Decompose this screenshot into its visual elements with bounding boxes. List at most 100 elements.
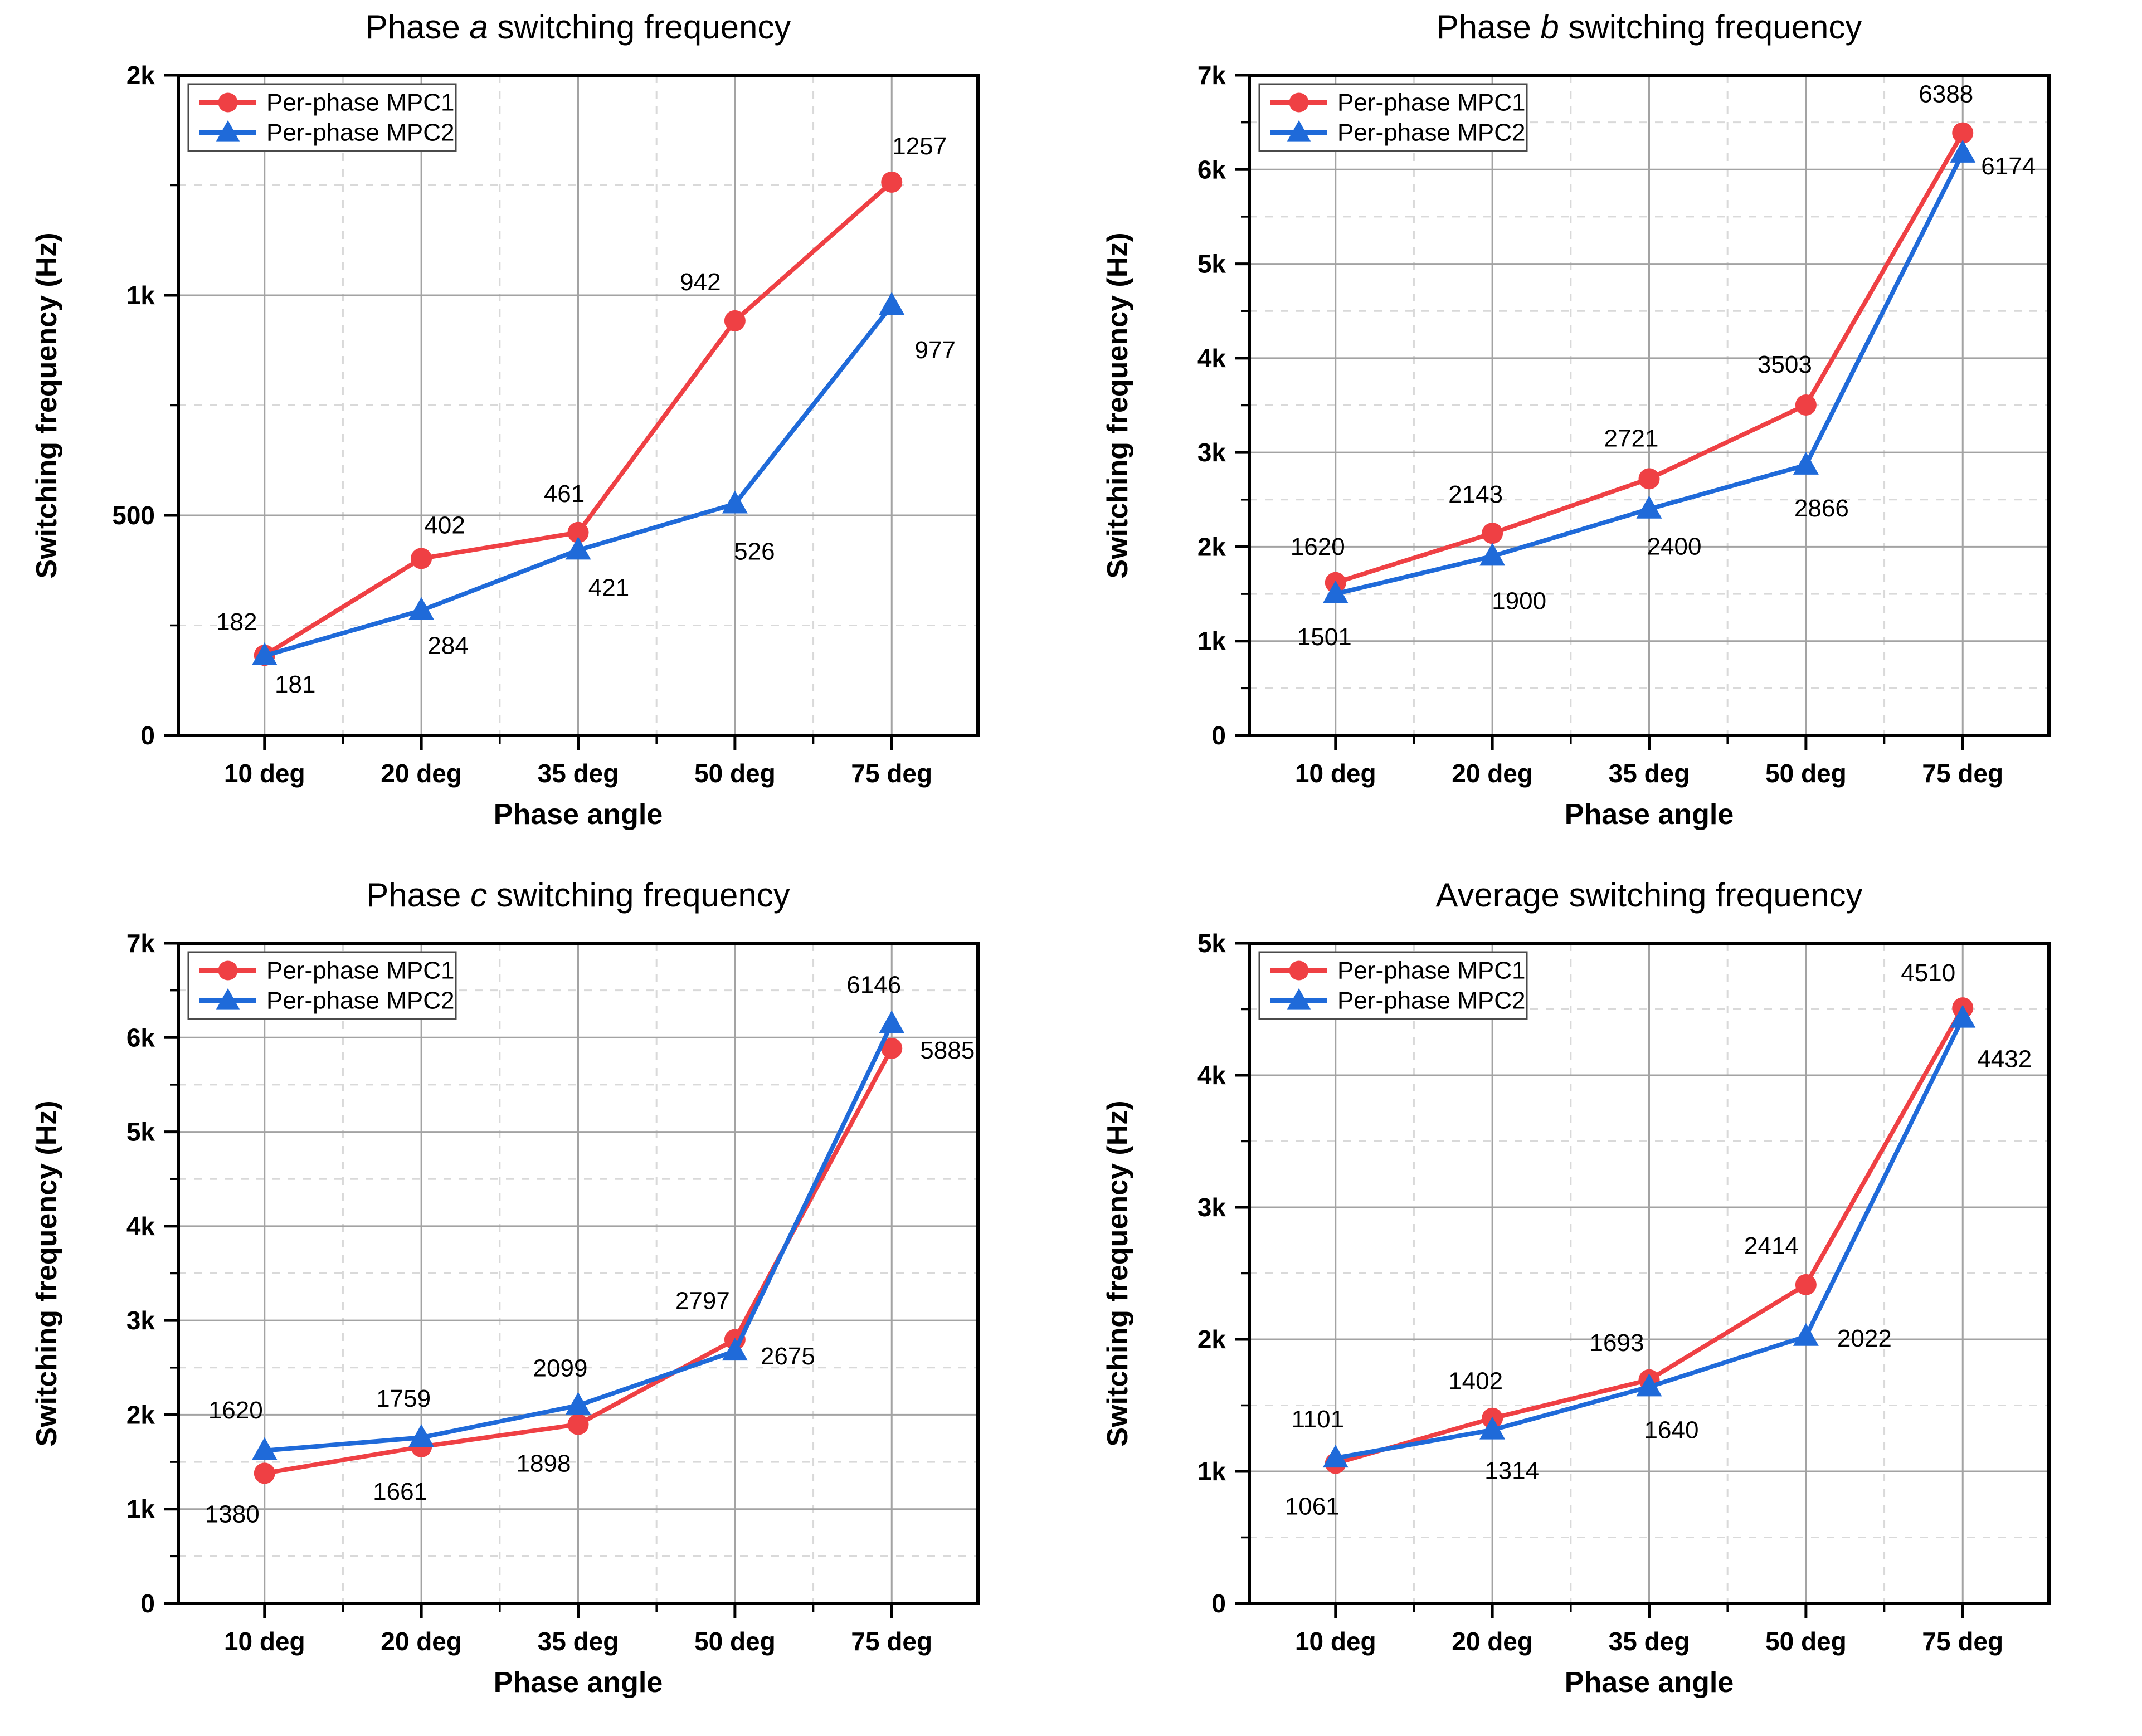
y-axis-tick-label: 3k (126, 1306, 155, 1335)
x-axis-tick-label: 35 deg (1609, 1627, 1690, 1656)
title-phase-letter: c (470, 876, 488, 914)
data-point-label: 1061 (1285, 1493, 1340, 1520)
chart-panel-phase-a: 182 402 461 942 1257 181 284 421 526 977 Per-phase… (0, 0, 1071, 868)
data-point-triangle-marker (251, 1437, 278, 1460)
x-axis-tick-label: 10 deg (1295, 759, 1376, 788)
data-point-label: 2866 (1794, 495, 1849, 522)
title-prefix: Phase (366, 876, 471, 914)
data-point-triangle-marker (565, 1392, 591, 1415)
data-point-triangle-marker (879, 1010, 905, 1033)
legend-label: Per-phase MPC1 (1337, 89, 1525, 116)
data-point-label: 6174 (1981, 153, 2036, 180)
x-axis-title: Phase angle (1564, 1666, 1734, 1699)
data-point-label: 1898 (517, 1450, 571, 1477)
title-prefix: Average switching frequency (1435, 876, 1863, 914)
data-point-label: 181 (275, 671, 315, 698)
x-axis-tick-label: 75 deg (1922, 759, 2003, 788)
data-point-label: 6388 (1919, 81, 1973, 108)
chart-canvas-average: 1061 1402 1693 2414 4510 1101 1314 1640 2022 4432… (1197, 929, 2051, 1656)
x-axis-tick-label: 10 deg (1295, 1627, 1376, 1656)
y-axis-tick-label: 2k (1197, 1325, 1226, 1354)
chart-title: Phase c switching frequency (178, 876, 978, 914)
data-point-label: 421 (588, 574, 629, 601)
data-point-triangle-marker (408, 597, 435, 620)
data-point-triangle-marker (722, 490, 748, 514)
y-axis-tick-label: 3k (1197, 1193, 1226, 1222)
data-point-label: 461 (544, 480, 585, 508)
data-point-triangle-marker (722, 1338, 748, 1361)
data-point-circle-marker (1638, 468, 1660, 490)
y-axis-tick-label: 0 (140, 721, 155, 750)
chart-title: Phase a switching frequency (178, 8, 978, 46)
data-point-label: 6146 (846, 972, 901, 999)
data-point-label: 284 (427, 632, 468, 660)
data-point-label: 5885 (920, 1037, 975, 1064)
data-point-label: 2400 (1647, 533, 1702, 560)
data-point-triangle-marker (565, 537, 591, 560)
data-point-label: 526 (734, 538, 775, 565)
data-point-triangle-marker (1950, 139, 1976, 163)
x-axis-tick-label: 20 deg (1452, 1627, 1533, 1656)
title-prefix: Phase (1436, 8, 1541, 46)
x-axis-tick-label: 10 deg (224, 1627, 305, 1656)
data-point-circle-marker (567, 1413, 589, 1435)
data-point-triangle-marker (1793, 1323, 1819, 1346)
y-axis-tick-label: 6k (126, 1023, 155, 1052)
x-axis-tick-label: 20 deg (1452, 759, 1533, 788)
title-phase-letter: a (469, 8, 488, 46)
chart-title: Phase b switching frequency (1249, 8, 2049, 46)
legend-label: Per-phase MPC1 (266, 89, 454, 116)
data-point-label: 2414 (1744, 1232, 1799, 1260)
title-phase-letter: b (1540, 8, 1559, 46)
data-point-triangle-marker (879, 292, 905, 315)
legend-label: Per-phase MPC2 (266, 119, 454, 147)
title-prefix: Phase (365, 8, 470, 46)
x-axis-title: Phase angle (493, 798, 663, 831)
data-point-triangle-marker (1636, 1373, 1662, 1397)
data-point-label: 4432 (1977, 1046, 2032, 1073)
legend-circle-marker-icon (218, 960, 238, 981)
data-point-label: 2099 (533, 1355, 588, 1382)
legend-label: Per-phase MPC1 (1337, 957, 1525, 984)
x-axis-tick-label: 35 deg (1609, 759, 1690, 788)
y-axis-title: Switching frequency (Hz) (31, 232, 63, 579)
x-axis-tick-label: 50 deg (1765, 759, 1847, 788)
data-point-label: 1501 (1297, 623, 1352, 651)
legend-triangle-marker-icon (216, 120, 240, 142)
legend-circle-marker-icon (1289, 92, 1309, 113)
data-point-triangle-marker (1322, 580, 1349, 603)
x-axis-tick-label: 50 deg (694, 759, 776, 788)
chart-panel-phase-c: 1380 1661 1898 2797 5885 1620 1759 2099 2675 6146… (0, 868, 1071, 1736)
data-point-circle-marker (1795, 394, 1817, 416)
x-axis-title: Phase angle (1564, 798, 1734, 831)
data-point-circle-marker (881, 1037, 903, 1059)
data-point-circle-marker (411, 548, 432, 569)
data-point-label: 1693 (1590, 1329, 1644, 1357)
y-axis-tick-label: 5k (1197, 250, 1226, 279)
x-axis-tick-label: 75 deg (1922, 1627, 2003, 1656)
data-point-label: 1661 (373, 1478, 427, 1505)
y-axis-tick-label: 1k (1197, 627, 1226, 656)
data-point-label: 977 (915, 337, 956, 364)
legend-circle-marker-icon (218, 92, 238, 113)
legend-circle-marker-icon (1289, 960, 1309, 981)
data-point-label: 1101 (1291, 1406, 1344, 1433)
legend-label: Per-phase MPC1 (266, 957, 454, 984)
y-axis-tick-label: 4k (1197, 1061, 1226, 1090)
y-axis-tick-label: 1k (126, 281, 155, 310)
data-point-circle-marker (724, 310, 746, 331)
y-axis-tick-label: 3k (1197, 438, 1226, 467)
data-point-circle-marker (567, 521, 589, 543)
data-point-label: 1620 (1291, 533, 1345, 560)
data-point-label: 2797 (675, 1288, 730, 1315)
data-point-circle-marker (1952, 122, 1974, 144)
x-axis-tick-label: 50 deg (1765, 1627, 1847, 1656)
chart-panel-phase-b: 1620 2143 2721 3503 6388 1501 1900 2400 2866 6174… (1071, 0, 2142, 868)
y-axis-tick-label: 2k (1197, 532, 1226, 561)
y-axis-tick-label: 4k (1197, 344, 1226, 373)
data-point-label: 2143 (1448, 481, 1503, 508)
data-point-label: 2721 (1604, 425, 1659, 452)
data-point-label: 182 (216, 608, 257, 636)
x-axis-tick-label: 20 deg (381, 1627, 462, 1656)
data-point-label: 2022 (1837, 1325, 1892, 1352)
